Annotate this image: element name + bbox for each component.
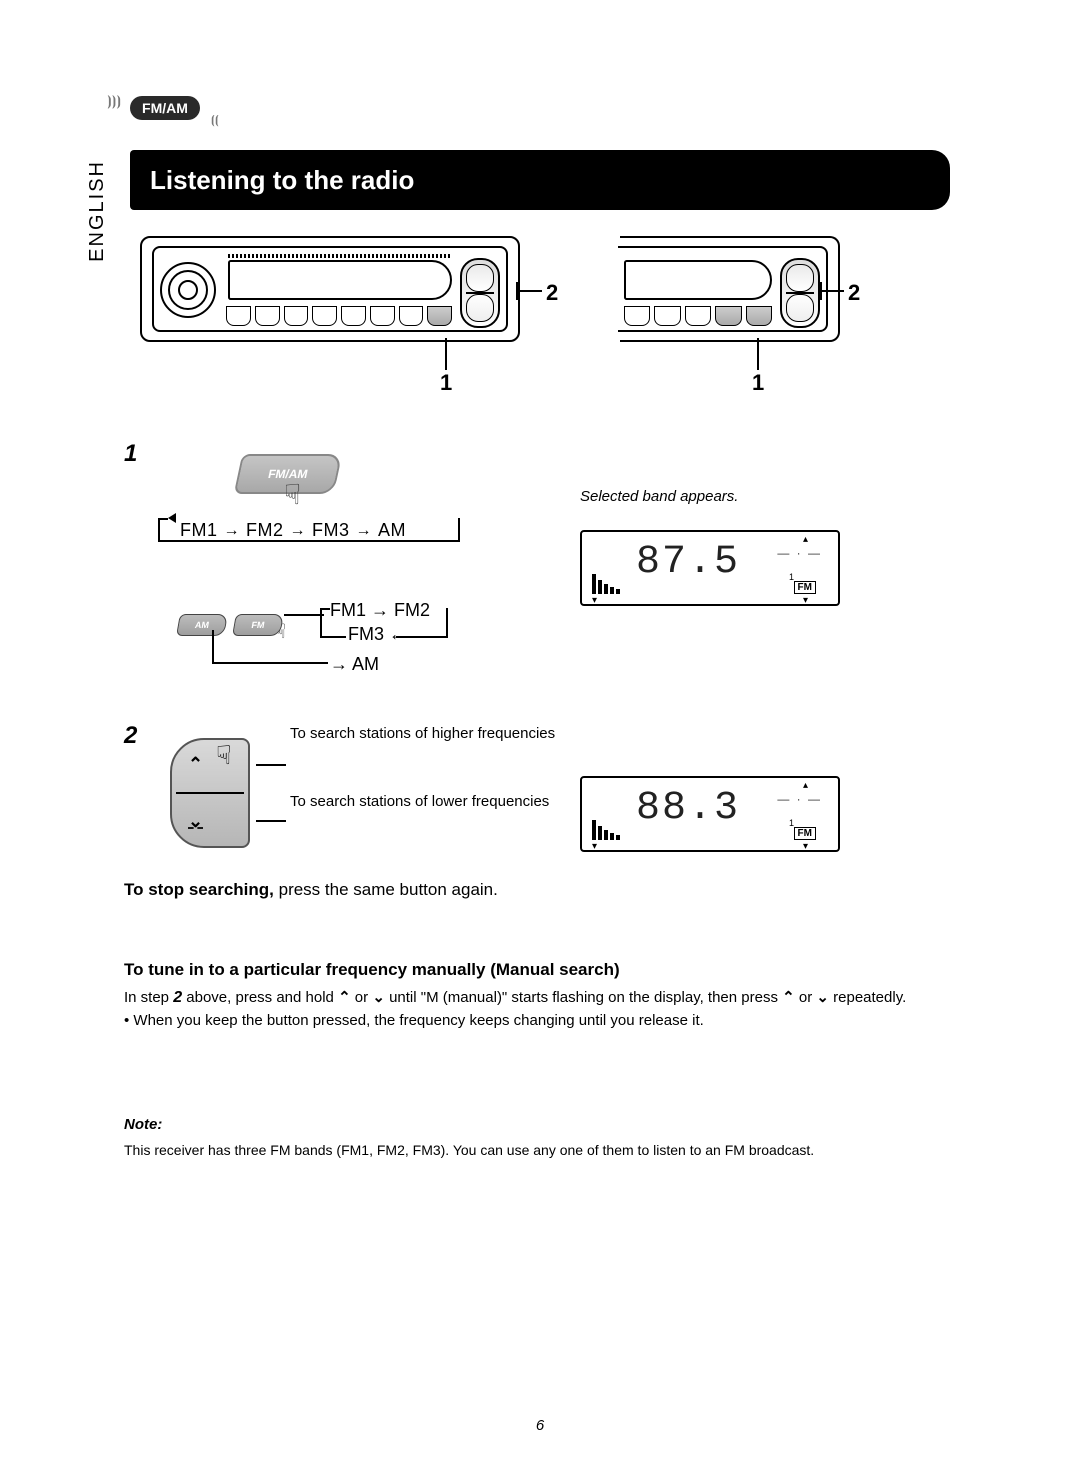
- section-title: Listening to the radio: [130, 150, 950, 210]
- chain-am: AM: [378, 520, 406, 541]
- chevron-up-icon: ⌃: [188, 754, 203, 775]
- lcd-example-1: 87.5 — · — 1 FM ▴ ▾ ▾: [580, 530, 840, 606]
- lcd-caret-icon: ▴: [803, 780, 808, 791]
- search-up-label: To search stations of higher frequencies: [290, 724, 560, 744]
- finger-press-icon: ☟: [284, 478, 301, 511]
- lcd-caret-icon: ▾: [592, 841, 597, 852]
- am-fm-separate-buttons: AM FM ☟: [178, 605, 286, 644]
- lcd-indicator-line: — · —: [777, 546, 822, 560]
- loop-arrowhead-icon: [168, 513, 176, 523]
- chevron-down-icon: ⌄: [372, 989, 385, 1006]
- equalizer-icon: [592, 812, 620, 840]
- lcd-caret-icon: ▾: [803, 841, 808, 852]
- fm-subcycle-line2: FM3 ←: [348, 624, 407, 645]
- am-key-illustration: AM: [176, 614, 228, 636]
- chevron-up-icon: ⌃: [782, 989, 795, 1006]
- rocker-search-button: ⌃ ⌄: [170, 738, 250, 848]
- chevron-up-icon: ⌃: [338, 989, 351, 1006]
- chain-fm2: FM2: [246, 520, 284, 541]
- radio-waves-icon: ⦗⦗: [211, 113, 219, 128]
- am-direct: → AM: [330, 654, 379, 675]
- volume-knob-icon: [160, 262, 216, 318]
- lcd-caret-icon: ▴: [803, 534, 808, 545]
- preset-buttons-row: [226, 306, 452, 326]
- radio-waves-icon: ⦘⦘⦘: [107, 92, 121, 109]
- lcd-example-2: 88.3 — · — 1 FM ▴ ▾ ▾: [580, 776, 840, 852]
- step-2-number: 2: [124, 722, 137, 750]
- chain-fm3: FM3: [312, 520, 350, 541]
- rocker-button-icon: [460, 258, 500, 328]
- step-1-number: 1: [124, 440, 137, 467]
- search-down-label: To search stations of lower frequencies: [290, 792, 560, 812]
- finger-press-icon: ☟: [216, 740, 232, 771]
- equalizer-icon: [592, 566, 620, 594]
- head-unit-diagram-left: [140, 236, 520, 342]
- chain-fm1: FM1: [180, 520, 218, 541]
- callout-1-left: 1: [440, 370, 452, 396]
- preset-buttons-row: [624, 306, 772, 326]
- lcd-frequency: 87.5: [636, 540, 740, 585]
- head-unit-diagram-right: [620, 236, 840, 342]
- disc-slot-icon: [228, 254, 452, 258]
- stop-search-heading: To stop searching, press the same button…: [124, 880, 498, 900]
- lcd-band-indicator: FM: [794, 827, 816, 840]
- note-heading: Note:: [124, 1116, 162, 1133]
- chevron-down-icon: ⌄: [188, 811, 203, 832]
- language-label: ENGLISH: [86, 160, 109, 262]
- display-outline: [624, 260, 772, 300]
- callout-2-left: 2: [546, 280, 558, 306]
- manual-page: ⦘⦘⦘ FM/AM ⦗⦗ ENGLISH Listening to the ra…: [0, 0, 1080, 1464]
- stop-search-body: press the same button again.: [279, 880, 498, 899]
- fmam-badge-text: FM/AM: [130, 96, 200, 120]
- callout-2-right: 2: [848, 280, 860, 306]
- lcd-band-indicator: FM: [794, 581, 816, 594]
- lcd-indicator-line: — · —: [777, 792, 822, 806]
- manual-search-body: In step 2 above, press and hold ⌃ or ⌄ u…: [124, 986, 964, 1033]
- rocker-button-icon: [780, 258, 820, 328]
- fm-am-cycle: FM1→ FM2→ FM3→ AM: [180, 520, 406, 541]
- fm-key-illustration: FM: [232, 614, 284, 636]
- manual-search-heading: To tune in to a particular frequency man…: [124, 960, 620, 980]
- fm-subcycle-line1: FM1 → FM2: [330, 600, 430, 621]
- fmam-badge: ⦘⦘⦘ FM/AM ⦗⦗: [125, 90, 205, 126]
- lcd-frequency: 88.3: [636, 786, 740, 831]
- display-outline: [228, 260, 452, 300]
- note-body: This receiver has three FM bands (FM1, F…: [124, 1140, 964, 1161]
- selected-band-caption: Selected band appears.: [580, 488, 738, 505]
- callout-1-right: 1: [752, 370, 764, 396]
- lcd-caret-icon: ▾: [803, 595, 808, 606]
- lcd-caret-icon: ▾: [592, 595, 597, 606]
- section-title-text: Listening to the radio: [150, 165, 414, 196]
- chevron-down-icon: ⌄: [816, 989, 829, 1006]
- page-number: 6: [536, 1417, 544, 1434]
